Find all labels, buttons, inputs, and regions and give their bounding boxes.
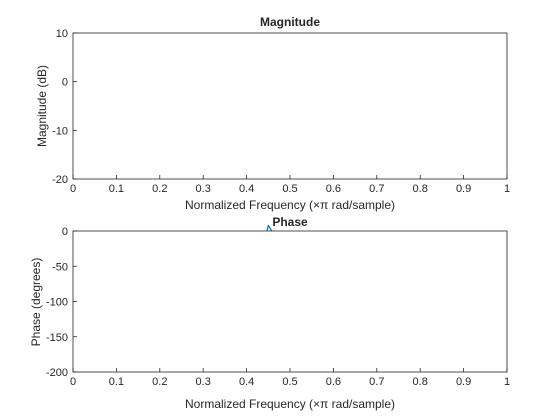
phase-x-tick-label: 0.9 xyxy=(456,376,471,388)
magnitude-axes-box xyxy=(72,32,508,180)
magnitude-y-tick-label: 10 xyxy=(56,28,68,40)
phase-y-axis-label: Phase (degrees) xyxy=(29,258,43,347)
phase-y-tick-label: -200 xyxy=(46,367,68,379)
magnitude-y-tick-label: -20 xyxy=(52,174,68,186)
phase-x-tick-label: 0.4 xyxy=(239,376,254,388)
magnitude-x-tick-label: 0 xyxy=(70,183,76,195)
phase-title: Phase xyxy=(272,215,308,229)
magnitude-x-tick-label: 0.4 xyxy=(239,183,254,195)
magnitude-y-axis-label: Magnitude (dB) xyxy=(35,65,49,147)
magnitude-y-tick-label: 0 xyxy=(62,77,68,89)
phase-x-tick-label: 0 xyxy=(70,376,76,388)
magnitude-x-tick-label: 0.1 xyxy=(109,183,124,195)
phase-x-axis-label: Normalized Frequency (×π rad/sample) xyxy=(185,397,395,411)
phase-y-tick-label: 0 xyxy=(62,226,68,238)
phase-x-tick-label: 0.1 xyxy=(109,376,124,388)
magnitude-x-ticks: 0 0.1 0.2 0.3 0.4 0.5 0.6 0.7 0.8 0.9 1 xyxy=(70,175,510,195)
phase-x-tick-label: 0.7 xyxy=(369,376,384,388)
magnitude-x-tick-label: 0.6 xyxy=(326,183,341,195)
phase-x-tick-label: 0.6 xyxy=(326,376,341,388)
phase-axes: 0 0.1 0.2 0.3 0.4 0.5 0.6 0.7 0.8 0.9 1 -200 -150 -1… xyxy=(29,215,510,411)
magnitude-x-tick-label: 0.3 xyxy=(196,183,211,195)
phase-y-ticks: -200 -150 -100 -50 0 xyxy=(46,226,77,379)
phase-x-tick-label: 0.8 xyxy=(413,376,428,388)
magnitude-x-tick-label: 0.2 xyxy=(152,183,167,195)
magnitude-title: Magnitude xyxy=(260,15,320,29)
magnitude-x-axis-label: Normalized Frequency (×π rad/sample) xyxy=(185,198,395,212)
phase-x-tick-label: 0.3 xyxy=(196,376,211,388)
phase-y-tick-label: -150 xyxy=(46,332,68,344)
phase-x-tick-label: 0.2 xyxy=(152,376,167,388)
magnitude-x-tick-label: 0.9 xyxy=(456,183,471,195)
magnitude-x-tick-label: 1 xyxy=(504,183,510,195)
magnitude-x-tick-label: 0.7 xyxy=(369,183,384,195)
magnitude-axes: 0 0.1 0.2 0.3 0.4 0.5 0.6 0.7 0.8 0.9 1 -20-10010 … xyxy=(35,15,510,212)
phase-axes-box xyxy=(72,230,508,373)
magnitude-y-ticks: -20 -10 0 10 xyxy=(52,28,77,186)
magnitude-x-tick-label: 0.5 xyxy=(282,183,297,195)
magnitude-x-tick-label: 0.8 xyxy=(413,183,428,195)
magnitude-y-tick-label: -10 xyxy=(52,125,68,137)
phase-y-tick-label: -100 xyxy=(46,297,68,309)
phase-x-ticks: 0 0.1 0.2 0.3 0.4 0.5 0.6 0.7 0.8 0.9 1 xyxy=(70,368,510,388)
phase-x-tick-label: 0.5 xyxy=(282,376,297,388)
phase-y-tick-label: -50 xyxy=(52,261,68,273)
phase-x-tick-label: 1 xyxy=(504,376,510,388)
